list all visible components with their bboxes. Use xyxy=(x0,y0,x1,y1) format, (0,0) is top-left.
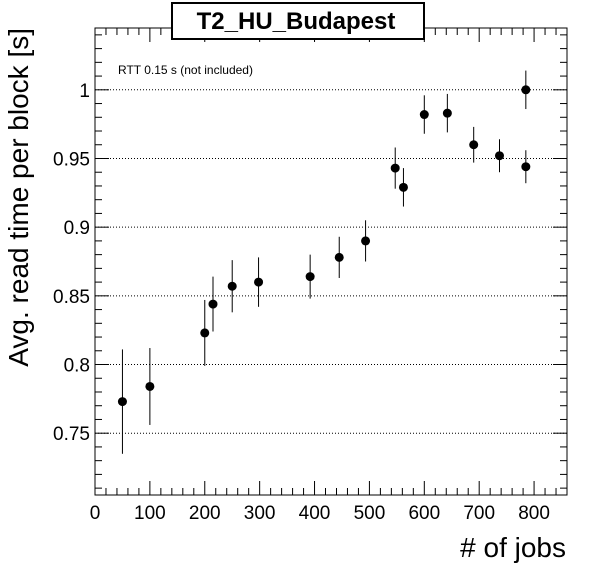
rtt-annotation: RTT 0.15 s (not included) xyxy=(118,63,253,77)
data-point xyxy=(494,151,504,161)
y-axis-label: Avg. read time per block [s] xyxy=(3,28,34,367)
x-tick-label: 0 xyxy=(90,503,101,524)
x-tick-label: 300 xyxy=(244,503,276,524)
plot-frame xyxy=(94,27,568,496)
y-tick-label: 0.9 xyxy=(64,218,90,239)
grid-layer xyxy=(95,89,567,434)
data-point xyxy=(254,277,264,287)
data-point xyxy=(521,162,531,172)
data-point xyxy=(305,272,315,282)
title-box xyxy=(171,2,425,40)
x-tick-label: 400 xyxy=(299,503,331,524)
x-axis-label: # of jobs xyxy=(460,532,566,563)
x-tick-label: 800 xyxy=(518,503,550,524)
data-point xyxy=(117,397,127,407)
data-point xyxy=(390,163,400,173)
points-layer xyxy=(117,70,531,454)
y-tick-label: 0.75 xyxy=(53,424,90,445)
data-point xyxy=(521,85,531,95)
chart-title: T2_HU_Budapest xyxy=(197,8,396,35)
data-point xyxy=(200,328,210,338)
data-point xyxy=(469,140,479,150)
y-tick-label: 0.8 xyxy=(64,356,90,377)
x-tick-label: 200 xyxy=(189,503,221,524)
x-tick-label: 700 xyxy=(463,503,495,524)
data-point xyxy=(419,110,429,120)
x-tick-label: 100 xyxy=(134,503,166,524)
y-tick-label: 0.95 xyxy=(53,149,90,170)
data-point xyxy=(334,252,344,262)
y-tick-label: 0.85 xyxy=(53,287,90,308)
x-tick-label: 500 xyxy=(354,503,386,524)
data-point xyxy=(442,108,452,118)
x-tick-label: 600 xyxy=(408,503,440,524)
data-point xyxy=(398,182,408,192)
y-tick-label: 1 xyxy=(79,81,90,102)
data-point xyxy=(227,281,237,291)
data-point xyxy=(361,236,371,246)
data-point xyxy=(145,381,155,391)
data-point xyxy=(208,299,218,309)
